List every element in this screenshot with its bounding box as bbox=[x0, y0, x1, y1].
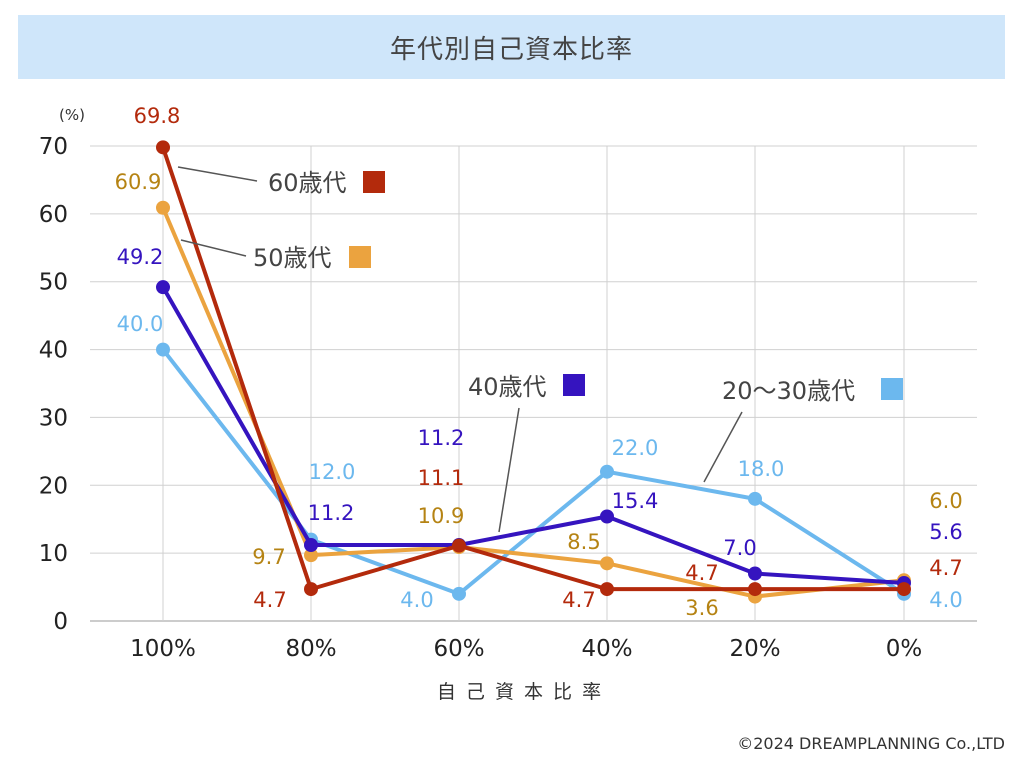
y-tick-label: 30 bbox=[39, 405, 68, 431]
data-point-series-1 bbox=[600, 556, 614, 571]
data-label-series-3: 4.7 bbox=[929, 556, 962, 580]
data-point-series-0 bbox=[600, 464, 614, 479]
x-tick-label: 20% bbox=[729, 636, 780, 662]
data-label-series-2: 11.2 bbox=[418, 426, 465, 450]
legend-label: 60歳代 bbox=[268, 169, 347, 197]
data-point-series-0 bbox=[748, 491, 762, 506]
y-tick-label: 0 bbox=[53, 609, 68, 635]
data-label-series-0: 22.0 bbox=[612, 436, 659, 460]
data-label-series-2: 7.0 bbox=[723, 536, 756, 560]
legend-leader-line bbox=[498, 407, 520, 533]
data-label-series-0: 40.0 bbox=[117, 312, 164, 336]
data-label-series-1: 9.7 bbox=[252, 545, 285, 569]
data-label-series-3: 4.7 bbox=[562, 588, 595, 612]
chart-title: 年代別自己資本比率 bbox=[389, 34, 633, 65]
y-tick-label: 50 bbox=[39, 270, 68, 296]
legend-leader-line bbox=[703, 411, 743, 483]
data-point-series-3 bbox=[748, 582, 762, 597]
legend-label: 40歳代 bbox=[468, 373, 547, 401]
x-tick-label: 80% bbox=[285, 636, 336, 662]
copyright: ©2024 DREAMPLANNING Co.,LTD bbox=[737, 734, 1005, 753]
data-label-series-0: 4.0 bbox=[400, 588, 433, 612]
data-label-series-1: 60.9 bbox=[115, 170, 162, 194]
data-point-series-2 bbox=[600, 509, 614, 524]
data-label-series-3: 69.8 bbox=[134, 104, 181, 128]
x-tick-label: 0% bbox=[886, 636, 923, 662]
data-label-series-2: 11.2 bbox=[308, 501, 355, 525]
data-label-series-1: 3.6 bbox=[685, 596, 718, 620]
series-line-1 bbox=[161, 205, 906, 599]
data-point-series-3 bbox=[304, 582, 318, 597]
data-point-series-0 bbox=[452, 586, 466, 601]
legend-swatch bbox=[563, 374, 585, 396]
data-point-series-3 bbox=[156, 140, 170, 155]
x-tick-label: 60% bbox=[433, 636, 484, 662]
data-point-series-1 bbox=[156, 200, 170, 215]
data-label-series-3: 4.7 bbox=[253, 588, 286, 612]
data-label-series-3: 11.1 bbox=[418, 466, 465, 490]
x-tick-label: 40% bbox=[581, 636, 632, 662]
data-point-series-2 bbox=[304, 538, 318, 552]
data-point-series-0 bbox=[156, 342, 170, 357]
data-point-series-1 bbox=[304, 548, 318, 563]
y-tick-label: 10 bbox=[39, 541, 68, 567]
data-point-series-3 bbox=[897, 582, 911, 597]
x-axis-title: 自 己 資 本 比 率 bbox=[437, 681, 603, 703]
data-point-series-2 bbox=[748, 566, 762, 581]
series-line-3 bbox=[161, 145, 906, 592]
legend-label: 20〜30歳代 bbox=[722, 377, 855, 405]
data-label-series-0: 18.0 bbox=[738, 457, 785, 481]
data-label-series-1: 8.5 bbox=[567, 530, 600, 554]
data-label-series-2: 15.4 bbox=[612, 489, 659, 513]
series-line-2 bbox=[161, 285, 906, 585]
data-point-series-3 bbox=[452, 538, 466, 553]
data-label-series-0: 12.0 bbox=[309, 460, 356, 484]
legend-leader-line bbox=[177, 166, 258, 182]
title-bar: 年代別自己資本比率 bbox=[18, 15, 1005, 79]
legend-swatch bbox=[349, 246, 371, 268]
y-axis-unit: (%) bbox=[59, 106, 85, 124]
y-tick-label: 20 bbox=[39, 473, 68, 499]
legend-swatch bbox=[881, 378, 903, 400]
legend-swatch bbox=[363, 171, 385, 193]
data-label-series-0: 4.0 bbox=[929, 588, 962, 612]
x-tick-label: 100% bbox=[130, 636, 196, 662]
y-tick-label: 70 bbox=[39, 134, 68, 160]
data-label-series-3: 4.7 bbox=[685, 561, 718, 585]
data-label-series-2: 5.6 bbox=[929, 520, 962, 544]
legend-leader-line bbox=[180, 239, 247, 257]
data-point-series-2 bbox=[156, 280, 170, 295]
data-label-series-2: 49.2 bbox=[117, 245, 164, 269]
data-label-series-1: 10.9 bbox=[418, 504, 465, 528]
y-tick-label: 60 bbox=[39, 202, 68, 228]
legend-label: 50歳代 bbox=[253, 244, 332, 272]
data-point-series-3 bbox=[600, 582, 614, 597]
y-tick-label: 40 bbox=[39, 338, 68, 364]
data-label-series-1: 6.0 bbox=[929, 489, 962, 513]
